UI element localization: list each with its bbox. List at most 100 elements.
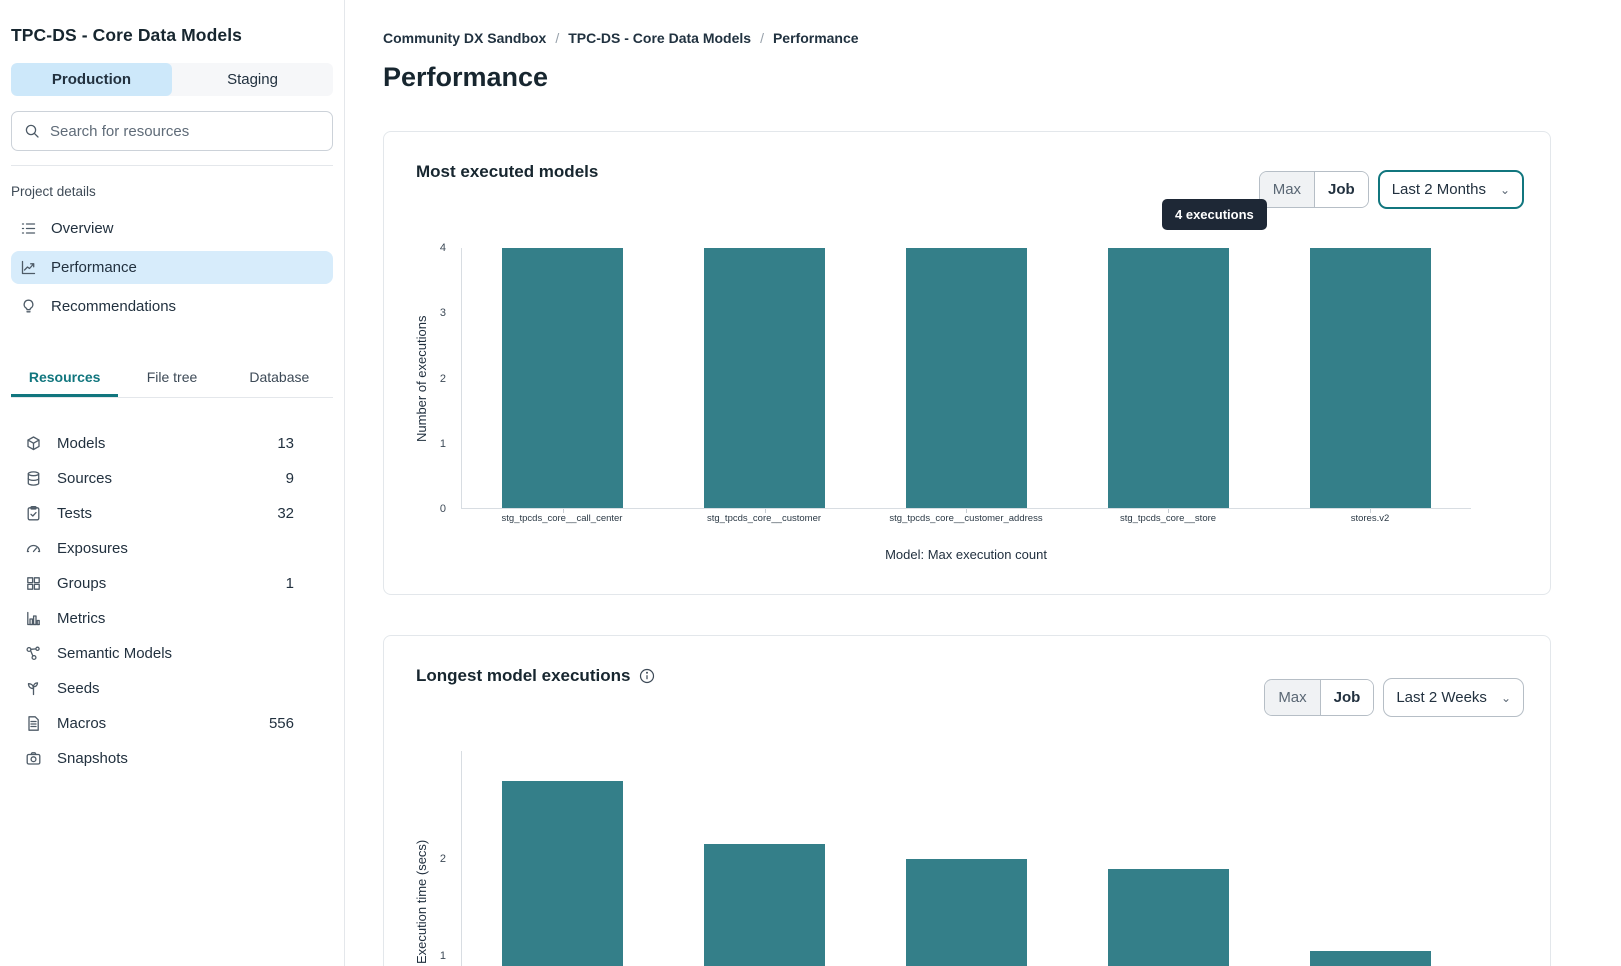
y-ticks: 0 1 2 3 4 xyxy=(384,242,454,515)
sidebar-item-label: Overview xyxy=(51,220,114,237)
resource-label: Sources xyxy=(57,470,113,487)
y-tick-label: 0 xyxy=(439,503,446,515)
bar-col-5[interactable] xyxy=(1309,951,1431,966)
time-range-value: Last 2 Months xyxy=(1391,181,1486,198)
bar-column xyxy=(1067,248,1269,513)
bar-column xyxy=(1269,751,1471,966)
tab-file-tree[interactable]: File tree xyxy=(146,369,198,385)
tab-resources[interactable]: Resources xyxy=(11,369,119,397)
main-content: Community DX Sandbox / TPC-DS - Core Dat… xyxy=(345,0,1621,966)
resource-tabs: Resources File tree Database xyxy=(11,369,333,397)
bar-col-1[interactable] xyxy=(502,781,624,966)
resource-label: Semantic Models xyxy=(57,645,173,662)
sidebar-item-exposures[interactable]: Exposures xyxy=(25,531,294,566)
y-tick-label: 1 xyxy=(439,950,446,962)
page-title: Performance xyxy=(383,62,549,92)
bar-column xyxy=(1269,248,1471,513)
job-toggle-button[interactable]: Job xyxy=(1315,172,1368,207)
project-title: TPC-DS - Core Data Models xyxy=(11,25,242,45)
resource-count: 9 xyxy=(285,470,294,487)
breadcrumb-separator: / xyxy=(760,30,764,46)
bar-column xyxy=(462,248,664,513)
environment-toggle: Production Staging xyxy=(11,63,333,96)
network-icon xyxy=(26,646,40,661)
search-input[interactable] xyxy=(50,122,320,140)
bar-chart-icon xyxy=(27,611,40,626)
resource-count: 13 xyxy=(277,435,294,452)
sidebar-item-sources[interactable]: Sources 9 xyxy=(25,461,294,496)
max-toggle-button[interactable]: Max xyxy=(1259,172,1316,207)
bar-stg_tpcds_core__customer[interactable] xyxy=(704,248,826,508)
plot-area xyxy=(461,751,1471,966)
breadcrumb-project[interactable]: TPC-DS - Core Data Models xyxy=(568,30,752,46)
camera-icon xyxy=(26,752,41,765)
line-chart-icon xyxy=(21,260,36,275)
sidebar-item-performance[interactable]: Performance xyxy=(11,251,333,284)
chart-controls: Max Job Last 2 Months ⌄ xyxy=(1258,170,1524,209)
search-box[interactable] xyxy=(11,111,333,151)
sidebar-item-overview[interactable]: Overview xyxy=(11,212,333,245)
max-toggle-button[interactable]: Max xyxy=(1265,680,1321,715)
seedling-icon xyxy=(27,682,39,696)
x-labels: stg_tpcds_core__call_center stg_tpcds_cor… xyxy=(461,513,1471,524)
bar-stg_tpcds_core__store[interactable] xyxy=(1107,248,1229,508)
tabs-underline xyxy=(11,397,333,398)
x-axis-label: stg_tpcds_core__store xyxy=(1119,513,1217,524)
time-range-select[interactable]: Last 2 Weeks ⌄ xyxy=(1383,678,1524,717)
sidebar-item-snapshots[interactable]: Snapshots xyxy=(25,741,294,776)
chart-tooltip: 4 executions xyxy=(1162,199,1267,230)
y-tick-label: 4 xyxy=(439,242,446,254)
staging-tab[interactable]: Staging xyxy=(227,71,278,88)
clipboard-check-icon xyxy=(27,505,40,521)
time-range-select[interactable]: Last 2 Months ⌄ xyxy=(1377,170,1524,209)
sidebar-item-macros[interactable]: Macros 556 xyxy=(25,706,294,741)
resource-label: Macros xyxy=(57,715,107,732)
bar-col-3[interactable] xyxy=(905,858,1028,966)
bar-col-4[interactable] xyxy=(1107,868,1229,966)
bar-column xyxy=(1067,751,1269,966)
resource-label: Tests xyxy=(57,505,93,522)
job-toggle-button[interactable]: Job xyxy=(1320,680,1374,715)
sidebar-item-label: Recommendations xyxy=(51,298,177,315)
x-axis-label: stores.v2 xyxy=(1350,513,1390,524)
tab-database[interactable]: Database xyxy=(249,369,310,385)
sidebar-item-semantic-models[interactable]: Semantic Models xyxy=(25,636,294,671)
sidebar-divider xyxy=(11,165,333,166)
bar-stg_tpcds_core__call_center[interactable] xyxy=(502,248,624,508)
resource-list: Models 13 Sources 9 Tests 32 Exposures xyxy=(25,426,294,776)
plot-area xyxy=(461,248,1471,513)
project-details-label: Project details xyxy=(11,184,96,199)
breadcrumb-separator: / xyxy=(555,30,560,46)
search-icon xyxy=(25,124,39,138)
y-tick-label: 2 xyxy=(439,852,446,865)
bar-stores.v2[interactable] xyxy=(1309,248,1431,508)
breadcrumb-current: Performance xyxy=(772,30,859,46)
sidebar-item-groups[interactable]: Groups 1 xyxy=(25,566,294,601)
sidebar-item-metrics[interactable]: Metrics xyxy=(25,601,294,636)
cube-icon xyxy=(27,436,40,451)
bars xyxy=(462,751,1471,966)
breadcrumb-account[interactable]: Community DX Sandbox xyxy=(383,30,547,46)
lightbulb-icon xyxy=(23,299,34,313)
bar-column xyxy=(664,751,866,966)
sidebar-item-tests[interactable]: Tests 32 xyxy=(25,496,294,531)
resource-label: Models xyxy=(57,435,106,452)
info-icon[interactable] xyxy=(639,668,655,684)
chevron-down-icon: ⌄ xyxy=(1500,690,1511,705)
production-tab[interactable]: Production xyxy=(11,63,172,96)
time-range-value: Last 2 Weeks xyxy=(1396,689,1487,706)
bar-col-2[interactable] xyxy=(704,844,826,966)
sidebar-item-seeds[interactable]: Seeds xyxy=(25,671,294,706)
sidebar-item-recommendations[interactable]: Recommendations xyxy=(11,290,333,323)
chevron-down-icon: ⌄ xyxy=(1499,182,1510,197)
resource-count: 32 xyxy=(277,505,294,522)
sidebar-item-models[interactable]: Models 13 xyxy=(25,426,294,461)
aggregation-toggle: Max Job xyxy=(1258,171,1369,208)
chart-caption: Model: Max execution count xyxy=(885,547,1047,562)
bar-stg_tpcds_core__customer_address[interactable] xyxy=(905,248,1028,508)
breadcrumb: Community DX Sandbox / TPC-DS - Core Dat… xyxy=(383,30,1551,46)
resource-label: Exposures xyxy=(57,540,128,557)
chart-title: Longest model executions xyxy=(416,666,631,685)
grid-icon xyxy=(27,577,40,590)
